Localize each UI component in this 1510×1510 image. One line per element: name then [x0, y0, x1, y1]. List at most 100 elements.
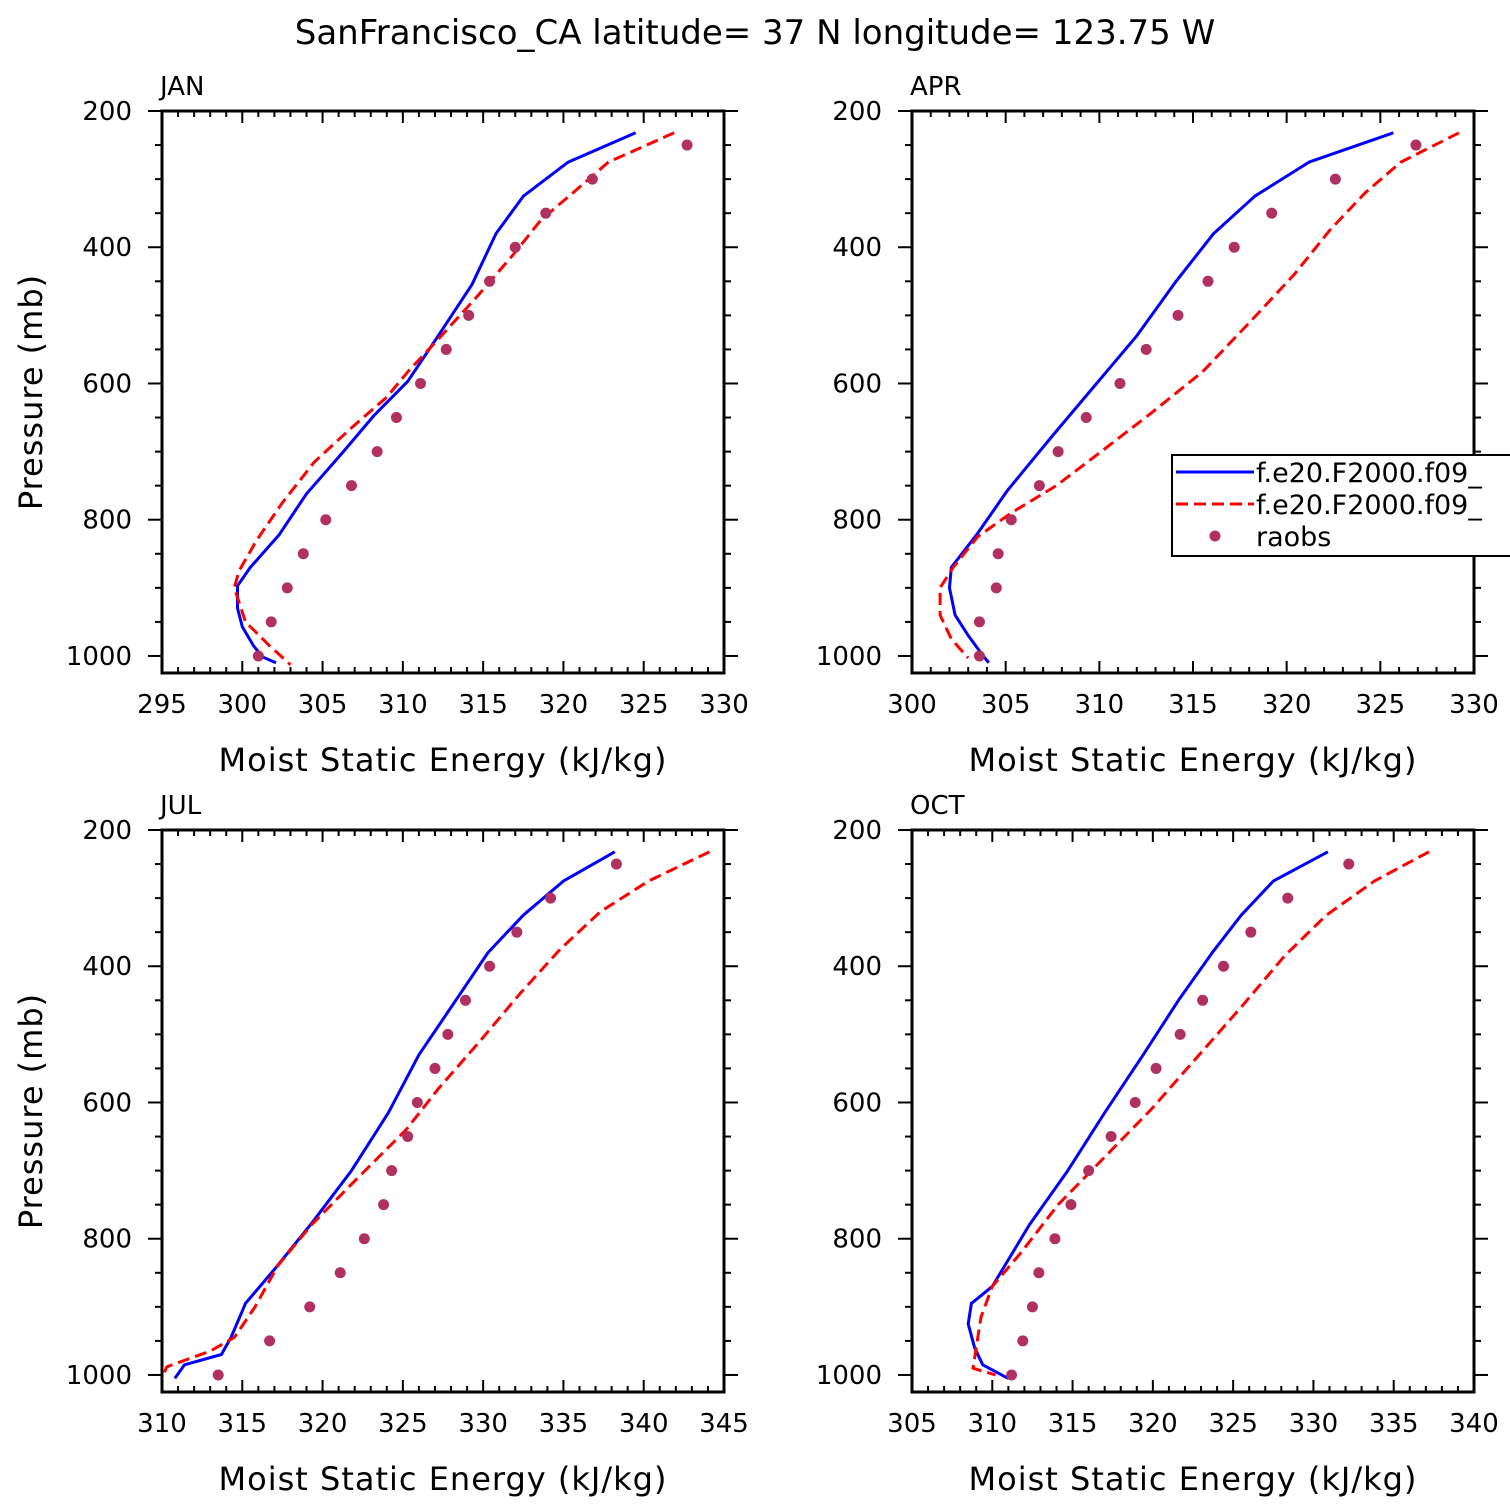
x-tick-label: 315: [1048, 1409, 1098, 1439]
model-line-dashed: [232, 131, 675, 666]
raobs-point: [1065, 1199, 1077, 1211]
raobs-point: [992, 548, 1004, 560]
raobs-point: [212, 1369, 224, 1381]
raobs-point: [1202, 275, 1214, 287]
raobs-point: [345, 480, 357, 492]
raobs-point: [586, 173, 598, 185]
raobs-point: [378, 1199, 390, 1211]
x-tick-label: 300: [887, 690, 937, 720]
series-group: [162, 850, 711, 1381]
legend-marker: [1209, 530, 1221, 542]
x-tick-label: 325: [378, 1409, 428, 1439]
raobs-point: [1033, 1267, 1045, 1279]
x-tick-label: 300: [217, 690, 267, 720]
raobs-point: [1017, 1335, 1029, 1347]
plot-frame: [160, 828, 726, 1394]
x-axis-label: Moist Static Energy (kJ/kg): [219, 741, 668, 779]
panel-label: JAN: [158, 72, 204, 102]
x-axis-label: Moist Static Energy (kJ/kg): [969, 1460, 1418, 1498]
figure-title: SanFrancisco_CA latitude= 37 N longitude…: [295, 13, 1216, 53]
y-tick-label: 200: [832, 97, 882, 127]
y-tick-label: 600: [832, 369, 882, 399]
plot-frame: [160, 109, 726, 675]
raobs-point: [264, 1335, 276, 1347]
panel-label: APR: [910, 72, 962, 102]
model-line-dashed: [971, 850, 1430, 1377]
model-line-solid: [236, 131, 637, 665]
y-tick-label: 600: [82, 1088, 132, 1118]
raobs-point: [484, 275, 496, 287]
raobs-point: [1140, 343, 1152, 355]
x-tick-label: 330: [1289, 1409, 1339, 1439]
y-tick-label: 400: [82, 952, 132, 982]
legend: f.e20.F2000.f09_f.e20.F2000.f09_raobs: [1171, 454, 1510, 557]
x-tick-label: 315: [217, 1409, 267, 1439]
x-tick-label: 320: [1128, 1409, 1178, 1439]
raobs-point: [390, 412, 402, 424]
y-tick-label: 800: [832, 506, 882, 536]
y-tick-label: 800: [82, 1225, 132, 1255]
raobs-point: [1245, 926, 1257, 938]
x-tick-label: 320: [539, 690, 589, 720]
x-tick-label: 305: [981, 690, 1031, 720]
y-tick-label: 400: [82, 233, 132, 263]
raobs-point: [1005, 514, 1017, 526]
raobs-point: [459, 994, 471, 1006]
raobs-point: [484, 960, 496, 972]
raobs-point: [1052, 446, 1064, 458]
x-tick-label: 340: [619, 1409, 669, 1439]
raobs-point: [402, 1131, 414, 1143]
raobs-point: [463, 309, 475, 321]
y-tick-label: 200: [82, 97, 132, 127]
raobs-point: [358, 1233, 370, 1245]
panel-jul: 310 315 320 325 330 335 340 345 200 400 600 800 1000…: [12, 791, 749, 1498]
x-tick-label: 320: [298, 1409, 348, 1439]
raobs-point: [545, 892, 557, 904]
x-tick-label: 305: [298, 690, 348, 720]
x-tick-label: 345: [699, 1409, 749, 1439]
raobs-point: [411, 1096, 423, 1108]
raobs-point: [440, 343, 452, 355]
raobs-point: [610, 858, 622, 870]
raobs-point: [281, 582, 293, 594]
model-line-dashed: [938, 131, 1460, 659]
panel-apr: 300 305 310 315 320 325 330 200 400 600 800 1000 APR…: [816, 72, 1499, 779]
raobs-point: [1228, 241, 1240, 253]
raobs-point: [1174, 1028, 1186, 1040]
raobs-point: [990, 582, 1002, 594]
raobs-point: [1105, 1131, 1117, 1143]
legend-label: raobs: [1256, 522, 1331, 553]
y-tick-label: 1000: [66, 1361, 132, 1391]
x-tick-label: 335: [539, 1409, 589, 1439]
raobs-point: [1129, 1096, 1141, 1108]
y-tick-label: 200: [82, 816, 132, 846]
series-group: [232, 131, 693, 666]
panel-oct: 305 310 315 320 325 330 335 340 200 400 600 800 1000…: [816, 791, 1499, 1498]
y-tick-label: 400: [832, 952, 882, 982]
raobs-point: [1049, 1233, 1061, 1245]
y-tick-label: 600: [82, 369, 132, 399]
raobs-point: [973, 616, 985, 628]
raobs-point: [320, 514, 332, 526]
raobs-point: [1026, 1301, 1038, 1313]
model-line-solid: [173, 850, 616, 1380]
x-tick-label: 310: [378, 690, 428, 720]
raobs-point: [1150, 1062, 1162, 1074]
raobs-point: [304, 1301, 316, 1313]
y-tick-label: 1000: [816, 642, 882, 672]
x-tick-label: 310: [137, 1409, 187, 1439]
x-axis-label: Moist Static Energy (kJ/kg): [219, 1460, 668, 1498]
x-tick-label: 325: [619, 690, 669, 720]
x-tick-label: 325: [1208, 1409, 1258, 1439]
x-tick-label: 335: [1369, 1409, 1419, 1439]
raobs-point: [1197, 994, 1209, 1006]
x-tick-label: 320: [1262, 690, 1312, 720]
model-line-dashed: [162, 850, 711, 1379]
x-tick-label: 340: [1449, 1409, 1499, 1439]
raobs-point: [1343, 858, 1355, 870]
legend-label: f.e20.F2000.f09_: [1256, 490, 1482, 521]
raobs-point: [1006, 1369, 1018, 1381]
panel-label: JUL: [158, 791, 202, 821]
x-tick-label: 330: [699, 690, 749, 720]
